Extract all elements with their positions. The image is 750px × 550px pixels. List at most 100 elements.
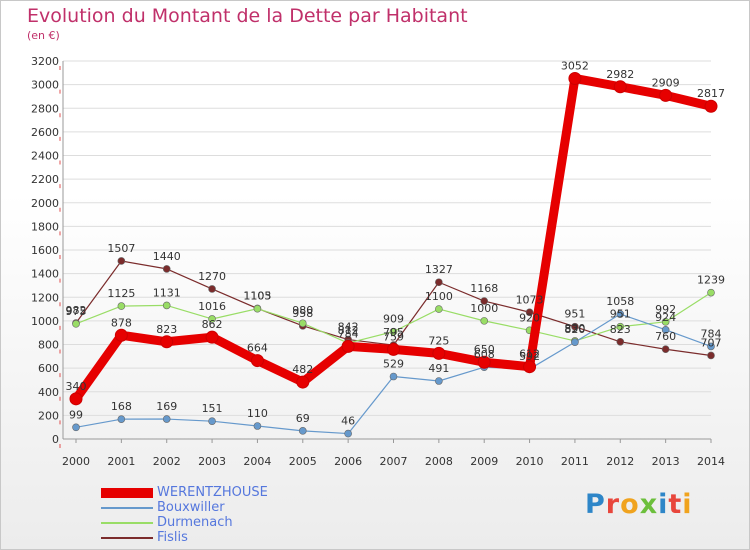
data-label-werentzhouse: 2982 <box>606 68 634 81</box>
data-point-werentzhouse <box>613 80 627 94</box>
data-label-werentzhouse: 482 <box>292 363 313 376</box>
data-point-werentzhouse <box>160 335 174 349</box>
data-label-bouxwiller: 99 <box>69 408 83 421</box>
data-point-bouxwiller <box>208 417 216 425</box>
data-label-werentzhouse: 664 <box>247 342 268 355</box>
data-label-werentzhouse: 340 <box>66 380 87 393</box>
data-point-durmenach <box>298 319 307 328</box>
data-point-durmenach <box>707 288 715 297</box>
data-point-werentzhouse <box>659 88 673 102</box>
x-tick-label: 2005 <box>289 455 317 468</box>
data-label-durmenach: 1100 <box>425 290 453 303</box>
data-point-fislis <box>480 297 489 305</box>
chart-legend: WERENTZHOUSE Bouxwiller Durmenach Fislis <box>101 485 268 545</box>
y-tick-label: 1200 <box>31 291 59 304</box>
data-label-bouxwiller: 69 <box>296 412 310 425</box>
data-label-durmenach: 1131 <box>153 286 181 299</box>
y-tick-label: 800 <box>38 339 59 352</box>
data-label-fislis: 1105 <box>243 289 271 302</box>
data-label-werentzhouse: 759 <box>383 330 404 343</box>
legend-swatch-durmenach <box>101 521 153 524</box>
data-point-werentzhouse <box>205 330 219 344</box>
x-tick-label: 2002 <box>153 455 181 468</box>
data-label-werentzhouse: 862 <box>202 318 223 331</box>
data-label-fislis: 795 <box>383 326 404 339</box>
data-point-werentzhouse <box>523 360 537 374</box>
x-tick-label: 2004 <box>243 455 271 468</box>
x-tick-label: 2003 <box>198 455 226 468</box>
data-point-werentzhouse <box>296 375 310 389</box>
data-label-werentzhouse: 878 <box>111 316 132 329</box>
legend-label-werentzhouse: WERENTZHOUSE <box>157 485 268 500</box>
data-label-bouxwiller: 151 <box>202 402 223 415</box>
data-label-werentzhouse: 725 <box>428 334 449 347</box>
x-tick-label: 2000 <box>62 455 90 468</box>
y-tick-label: 2200 <box>31 173 59 186</box>
data-label-durmenach: 992 <box>655 303 676 316</box>
data-label-bouxwiller: 110 <box>247 407 268 420</box>
data-label-werentzhouse: 650 <box>474 343 495 356</box>
data-point-bouxwiller <box>571 338 579 346</box>
legend-item-werentzhouse: WERENTZHOUSE <box>101 485 268 500</box>
y-tick-label: 1600 <box>31 244 59 257</box>
data-label-durmenach: 920 <box>519 311 540 324</box>
data-label-durmenach: 975 <box>66 305 87 318</box>
data-label-durmenach: 980 <box>292 304 313 317</box>
x-tick-label: 2008 <box>425 455 453 468</box>
data-label-durmenach: 1103 <box>243 290 271 303</box>
data-point-werentzhouse <box>114 328 128 342</box>
data-label-fislis: 707 <box>701 336 722 349</box>
data-point-durmenach <box>117 302 126 310</box>
data-point-durmenach <box>616 322 625 331</box>
y-tick-label: 3000 <box>31 79 59 92</box>
legend-swatch-bouxwiller <box>101 506 153 509</box>
data-point-durmenach <box>72 320 80 328</box>
data-label-fislis: 982 <box>66 304 87 317</box>
data-label-fislis: 760 <box>655 330 676 343</box>
data-point-durmenach <box>208 315 216 323</box>
data-label-werentzhouse: 2909 <box>652 76 680 89</box>
y-tick-label: 3200 <box>31 55 59 68</box>
data-point-fislis <box>525 308 534 317</box>
y-tick-label: 2800 <box>31 102 59 115</box>
data-label-fislis: 1327 <box>425 263 453 276</box>
data-point-durmenach <box>480 317 489 325</box>
data-label-fislis: 958 <box>292 307 313 320</box>
y-tick-label: 1800 <box>31 220 59 233</box>
legend-label-bouxwiller: Bouxwiller <box>157 500 225 515</box>
data-point-werentzhouse <box>432 346 446 360</box>
data-label-fislis: 1073 <box>516 293 544 306</box>
legend-label-fislis: Fislis <box>157 530 188 545</box>
legend-item-fislis: Fislis <box>101 530 268 545</box>
data-point-fislis <box>435 278 443 287</box>
data-label-fislis: 842 <box>338 321 359 334</box>
data-label-durmenach: 1000 <box>470 302 498 315</box>
data-label-bouxwiller: 592 <box>519 350 540 363</box>
data-label-bouxwiller: 820 <box>564 323 585 336</box>
data-label-durmenach: 951 <box>610 308 631 321</box>
x-tick-label: 2001 <box>107 455 135 468</box>
legend-swatch-werentzhouse <box>101 487 153 498</box>
data-point-fislis <box>208 285 216 293</box>
legend-label-durmenach: Durmenach <box>157 515 233 530</box>
data-point-werentzhouse <box>704 99 718 113</box>
data-label-durmenach: 830 <box>564 322 585 335</box>
data-label-werentzhouse: 2817 <box>697 87 725 100</box>
legend-item-durmenach: Durmenach <box>101 515 268 530</box>
data-label-durmenach: 1125 <box>107 287 135 300</box>
x-tick-label: 2014 <box>697 455 725 468</box>
x-tick-label: 2009 <box>470 455 498 468</box>
data-label-fislis: 1440 <box>153 250 181 263</box>
data-label-bouxwiller: 784 <box>701 327 722 340</box>
y-tick-label: 1400 <box>31 268 59 281</box>
data-point-fislis <box>707 351 715 360</box>
x-tick-label: 2010 <box>516 455 544 468</box>
proxiti-logo: Proxiti <box>585 489 693 520</box>
x-tick-label: 2013 <box>652 455 680 468</box>
data-label-durmenach: 1016 <box>198 300 226 313</box>
data-point-fislis <box>571 322 579 331</box>
x-tick-label: 2011 <box>561 455 589 468</box>
data-label-werentzhouse: 3052 <box>561 59 589 72</box>
